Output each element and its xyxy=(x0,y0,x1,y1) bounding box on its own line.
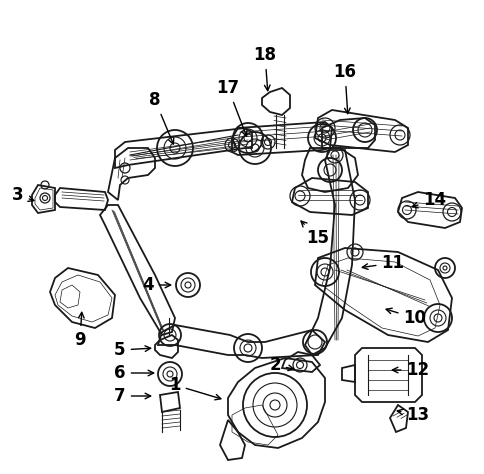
Text: 5: 5 xyxy=(114,341,151,359)
Text: 7: 7 xyxy=(114,387,151,405)
Text: 14: 14 xyxy=(411,191,446,209)
Text: 3: 3 xyxy=(12,186,34,204)
Text: 6: 6 xyxy=(114,364,153,382)
Text: 17: 17 xyxy=(216,79,246,136)
Text: 18: 18 xyxy=(253,46,276,91)
Text: 11: 11 xyxy=(362,254,404,272)
Text: 16: 16 xyxy=(333,63,356,114)
Text: 15: 15 xyxy=(301,221,329,247)
Text: 1: 1 xyxy=(169,376,220,400)
Text: 10: 10 xyxy=(385,308,425,327)
Text: 13: 13 xyxy=(396,406,429,424)
Text: 12: 12 xyxy=(392,361,429,379)
Text: 2: 2 xyxy=(269,356,293,374)
Text: 4: 4 xyxy=(142,276,170,294)
Text: 8: 8 xyxy=(149,91,173,144)
Text: 9: 9 xyxy=(74,312,86,349)
